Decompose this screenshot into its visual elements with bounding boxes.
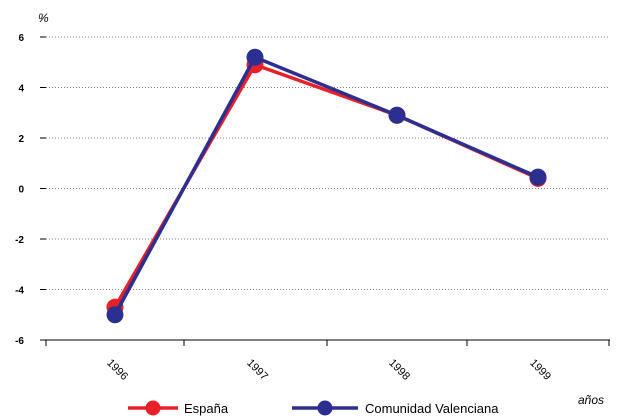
data-point	[106, 306, 124, 324]
y-tick-label: -4	[15, 286, 24, 297]
data-point	[246, 48, 264, 66]
y-tick-label: -6	[15, 336, 24, 347]
legend-label: España	[184, 401, 229, 416]
series-1	[106, 56, 547, 316]
x-axis-title: años	[578, 393, 604, 407]
x-tick-label: 1996	[104, 357, 130, 383]
x-tick-label: 1998	[386, 357, 412, 383]
y-tick-label: 2	[18, 134, 24, 145]
y-axis: -6 -4 -2 0 2 4 6	[15, 33, 46, 347]
x-tick-label: 1999	[527, 357, 553, 383]
legend: España Comunidad Valenciana	[128, 400, 499, 416]
series-line	[113, 55, 539, 316]
legend-label: Comunidad Valenciana	[365, 401, 499, 416]
data-point	[529, 168, 547, 186]
x-axis: 1996 1997 1998 1999	[45, 339, 610, 383]
legend-item: Comunidad Valenciana	[292, 400, 499, 416]
data-point	[388, 106, 406, 124]
y-tick-label: 0	[18, 185, 24, 196]
y-tick-label: 6	[18, 33, 24, 44]
legend-item: España	[128, 400, 229, 416]
series-line	[113, 63, 539, 309]
y-tick-label: -2	[15, 235, 24, 246]
series-group	[106, 48, 547, 324]
x-tick-label: 1997	[244, 357, 270, 383]
legend-marker	[145, 400, 161, 416]
y-axis-title: %	[38, 11, 49, 25]
legend-marker	[317, 400, 333, 416]
y-tick-label: 4	[18, 84, 24, 95]
series-2	[106, 48, 547, 324]
gridlines	[46, 36, 610, 290]
